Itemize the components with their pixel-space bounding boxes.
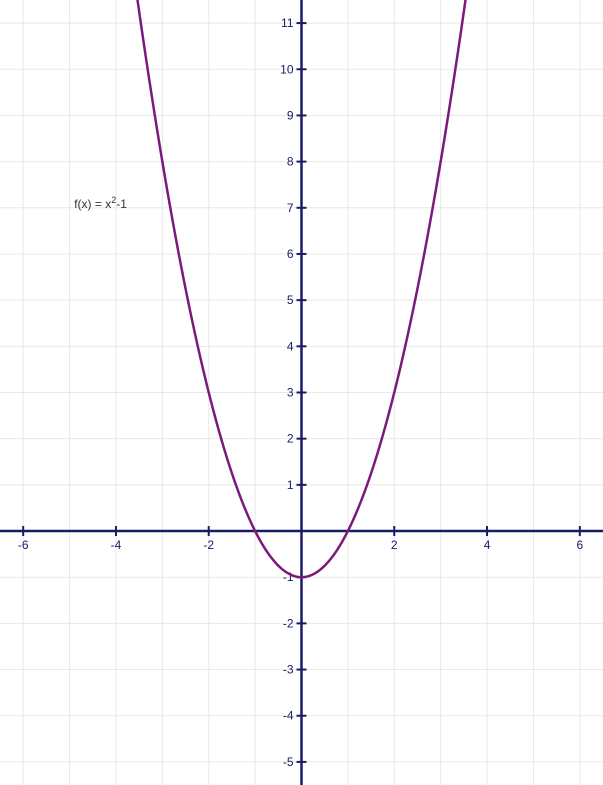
equation-label: f(x) = x2-1: [74, 195, 127, 211]
equation-pre: f(x) = x: [74, 197, 111, 211]
y-tick-label: 4: [287, 339, 294, 353]
y-tick-label: 11: [281, 16, 294, 30]
y-tick-label: 1: [287, 478, 294, 492]
x-tick-label: -4: [111, 538, 122, 552]
y-tick-label: 3: [287, 386, 294, 400]
y-tick-label: -2: [283, 616, 294, 630]
x-tick-label: 2: [391, 538, 398, 552]
x-tick-label: 6: [576, 538, 583, 552]
equation-post: -1: [116, 197, 127, 211]
y-tick-label: 5: [287, 293, 294, 307]
y-tick-label: -5: [283, 755, 294, 769]
parabola-chart: -6 -4 -2 2 4 6 -5 -4 -3 -2 -1 1 2 3 4 5 6 7 8 9 10 11 f(x) = x…: [0, 0, 603, 785]
x-tick-label: -6: [18, 538, 29, 552]
y-tick-label: 9: [287, 108, 294, 122]
y-tick-label: -3: [283, 663, 294, 677]
x-tick-label: 4: [484, 538, 491, 552]
y-tick-label: 10: [280, 62, 294, 76]
y-tick-label: 6: [287, 247, 294, 261]
y-tick-label: -4: [283, 709, 294, 723]
y-tick-label: 8: [287, 155, 294, 169]
y-tick-label: 2: [287, 432, 294, 446]
chart-container: -6 -4 -2 2 4 6 -5 -4 -3 -2 -1 1 2 3 4 5 6 7 8 9 10 11 f(x) = x…: [0, 0, 603, 785]
y-tick-label: 7: [287, 201, 294, 215]
x-tick-label: -2: [203, 538, 214, 552]
